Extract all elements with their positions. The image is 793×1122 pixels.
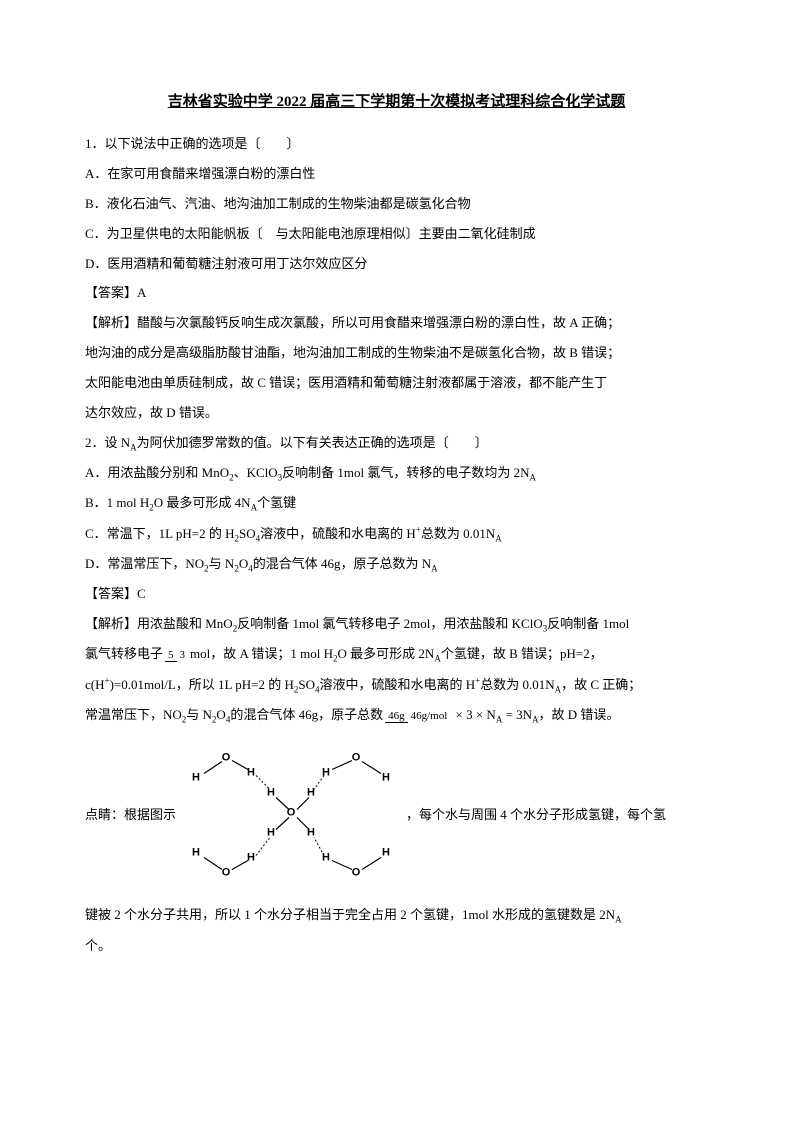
q2-explanation: 常温常压下，NO2与 N2O4的混合气体 46g，原子总数46g46g/mol … [85, 700, 708, 730]
q2-stem: 2．设 NA为阿伏加德罗常数的值。以下有关表达正确的选项是〔 〕 [85, 428, 708, 458]
svg-text:H: H [267, 787, 275, 799]
q1-explanation: 太阳能电池由单质硅制成，故 C 错误；医用酒精和葡萄糖注射液都属于溶液，都不能产… [85, 368, 708, 398]
q1-option-a: A．在家可用食醋来增强漂白粉的漂白性 [85, 159, 708, 189]
q1-option-c: C．为卫星供电的太阳能帆板〔 与太阳能电池原理相似〕主要由二氧化硅制成 [85, 219, 708, 249]
diagram-suffix: ，每个水与周围 4 个水分子形成氢键，每个氢 [406, 800, 666, 830]
svg-text:H: H [247, 852, 255, 864]
q1-explanation: 地沟油的成分是高级脂肪酸甘油酯，地沟油加工制成的生物柴油不是碳氢化合物，故 B … [85, 338, 708, 368]
svg-text:H: H [322, 767, 330, 779]
q2-note: 个。 [85, 931, 708, 961]
q2-note: 键被 2 个水分子共用，所以 1 个水分子相当于完全占用 2 个氢键，1mol … [85, 900, 708, 930]
exam-title: 吉林省实验中学 2022 届高三下学期第十次模拟考试理科综合化学试题 [85, 90, 708, 111]
svg-text:H: H [247, 767, 255, 779]
q1-stem: 1．以下说法中正确的选项是〔 〕 [85, 129, 708, 159]
svg-text:O: O [352, 867, 361, 879]
diagram-row: 点睛：根据图示 HOHHOHOHHHHHOHHOH ，每个水与周围 4 个水分子… [85, 735, 708, 895]
svg-text:O: O [222, 867, 231, 879]
svg-text:O: O [222, 752, 231, 764]
svg-text:H: H [307, 787, 315, 799]
q2-answer: 【答案】C [85, 579, 708, 609]
q1-option-d: D．医用酒精和葡萄糖注射液可用丁达尔效应区分 [85, 249, 708, 279]
svg-text:H: H [267, 827, 275, 839]
q2-option-c: C．常温下，1L pH=2 的 H2SO4溶液中，硫酸和水电离的 H+总数为 0… [85, 519, 708, 549]
diagram-prefix: 点睛：根据图示 [85, 800, 176, 830]
q2-explanation: 氯气转移电子53mol，故 A 错误；1 mol H2O 最多可形成 2NA个氢… [85, 639, 708, 669]
q2-option-d: D．常温常压下，NO2与 N2O4的混合气体 46g，原子总数为 NA [85, 549, 708, 579]
h-bond-diagram: HOHHOHOHHHHHOHHOH [176, 735, 406, 895]
q1-explanation: 【解析】醋酸与次氯酸钙反响生成次氯酸，所以可用食醋来增强漂白粉的漂白性，故 A … [85, 308, 708, 338]
svg-text:H: H [192, 847, 200, 859]
q1-explanation: 达尔效应，故 D 错误。 [85, 398, 708, 428]
q1-option-b: B．液化石油气、汽油、地沟油加工制成的生物柴油都是碳氢化合物 [85, 189, 708, 219]
svg-text:O: O [352, 752, 361, 764]
svg-text:H: H [307, 827, 315, 839]
svg-text:H: H [382, 772, 390, 784]
q2-option-a: A．用浓盐酸分别和 MnO2、KClO3反响制备 1mol 氯气，转移的电子数均… [85, 458, 708, 488]
q1-answer: 【答案】A [85, 278, 708, 308]
svg-text:H: H [322, 852, 330, 864]
svg-text:H: H [382, 847, 390, 859]
svg-text:H: H [192, 772, 200, 784]
q2-explanation: 【解析】用浓盐酸和 MnO2反响制备 1mol 氯气转移电子 2mol，用浓盐酸… [85, 609, 708, 639]
q2-explanation: c(H+)=0.01mol/L，所以 1L pH=2 的 H2SO4溶液中，硫酸… [85, 670, 708, 700]
q2-option-b: B．1 mol H2O 最多可形成 4NA个氢键 [85, 488, 708, 518]
svg-text:O: O [287, 807, 296, 819]
